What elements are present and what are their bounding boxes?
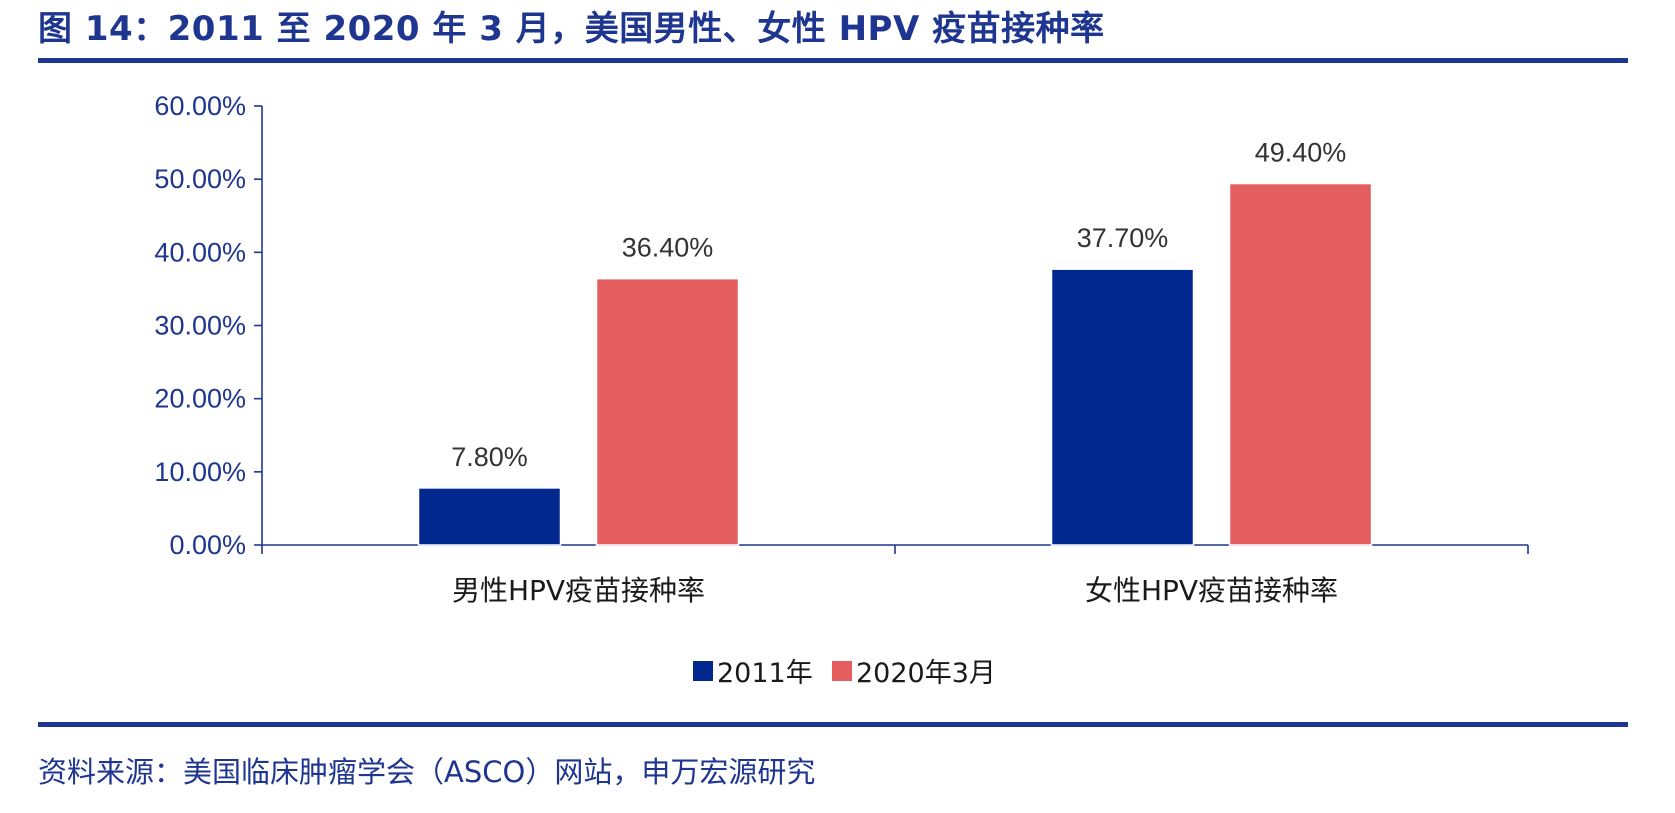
x-axis: 男性HPV疫苗接种率 女性HPV疫苗接种率 <box>261 544 1529 607</box>
bar <box>595 277 740 546</box>
title-rule <box>38 58 1628 63</box>
y-axis: 0.00% 10.00% 20.00% 30.00% 40.00% 50.00% 60.00… <box>154 91 263 560</box>
y-tick-label: 60.00% <box>154 91 246 121</box>
data-label: 36.40% <box>622 233 714 263</box>
legend-label: 2011年 <box>717 658 813 689</box>
data-label: 37.70% <box>1077 223 1169 253</box>
bar <box>417 487 562 546</box>
data-label: 7.80% <box>451 442 528 472</box>
legend-label: 2020年3月 <box>856 658 996 689</box>
source-note: 资料来源：美国临床肿瘤学会（ASCO）网站，申万宏源研究 <box>38 755 816 789</box>
x-category-label: 女性HPV疫苗接种率 <box>1085 574 1338 607</box>
figure-title: 图 14：2011 至 2020 年 3 月，美国男性、女性 HPV 疫苗接种率 <box>38 9 1105 49</box>
bars <box>417 182 1373 546</box>
y-tick-label: 30.00% <box>154 311 246 341</box>
y-tick-label: 10.00% <box>154 457 246 487</box>
y-tick-label: 0.00% <box>169 530 246 560</box>
bar <box>1228 182 1373 546</box>
legend-swatch <box>832 661 852 681</box>
bar <box>1050 268 1195 546</box>
source-rule <box>38 722 1628 727</box>
bar-chart: 0.00% 10.00% 20.00% 30.00% 40.00% 50.00% 60.00… <box>154 91 1529 689</box>
y-tick-label: 20.00% <box>154 384 246 414</box>
legend: 2011年 2020年3月 <box>693 658 996 689</box>
y-tick-label: 40.00% <box>154 237 246 267</box>
y-tick-label: 50.00% <box>154 164 246 194</box>
legend-swatch <box>693 661 713 681</box>
x-category-label: 男性HPV疫苗接种率 <box>452 574 705 607</box>
data-labels: 7.80% 36.40% 37.70% 49.40% <box>451 138 1346 472</box>
data-label: 49.40% <box>1255 138 1347 168</box>
